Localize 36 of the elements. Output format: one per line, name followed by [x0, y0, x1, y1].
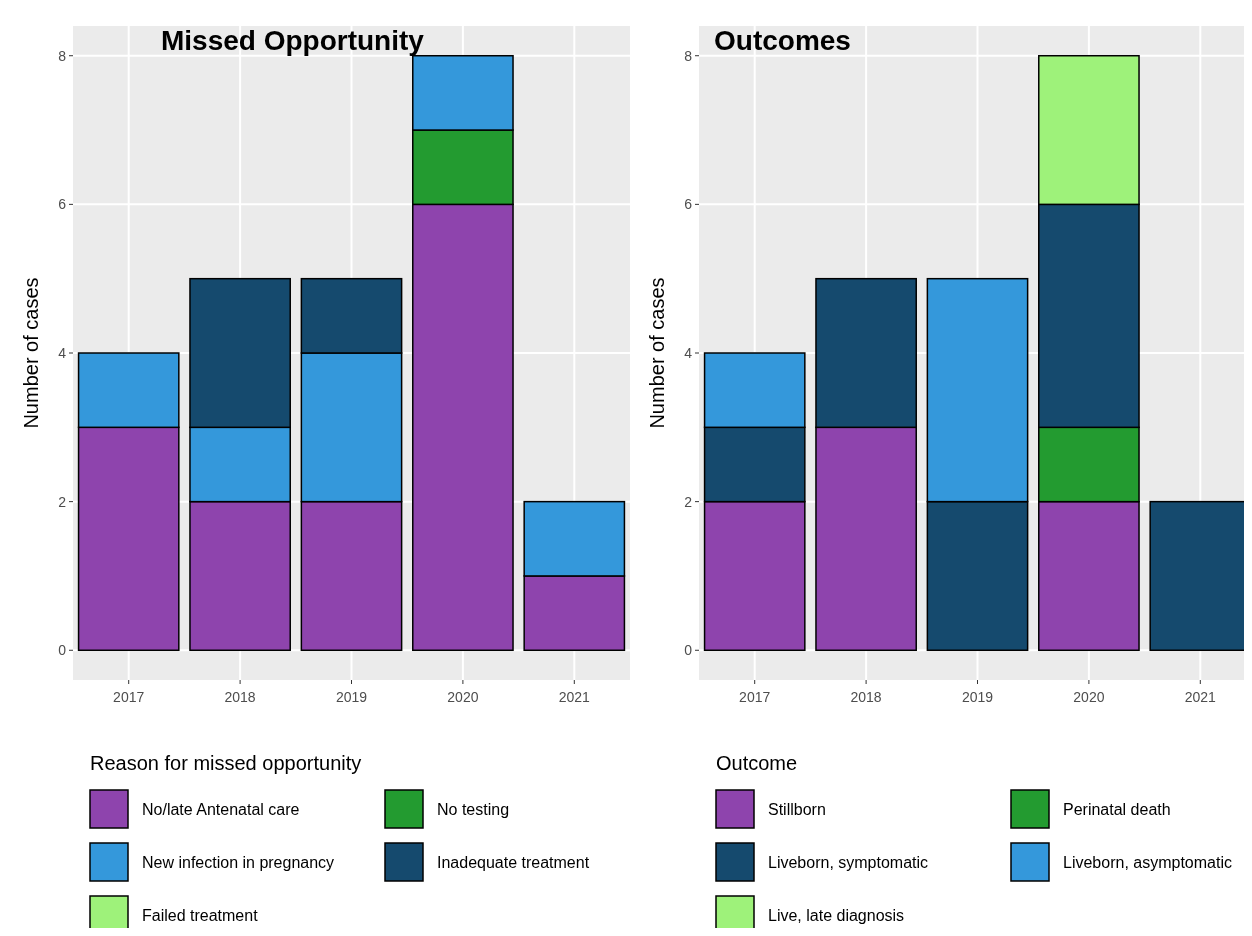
y-axis-title: Number of cases [646, 277, 668, 429]
x-tick-label: 2017 [739, 689, 771, 705]
legend-label: Stillborn [768, 801, 826, 818]
y-tick-label: 0 [684, 642, 693, 659]
legend-label: No/late Antenatal care [142, 801, 300, 818]
x-tick-label: 2018 [224, 689, 256, 705]
y-tick-label: 4 [684, 344, 693, 361]
legend-label: Liveborn, symptomatic [768, 854, 929, 871]
y-tick-label: 8 [58, 47, 67, 64]
y-tick-label: 0 [58, 642, 67, 659]
y-tick-label: 8 [684, 47, 693, 64]
x-tick-label: 2019 [335, 689, 368, 705]
x-tick-label: 2020 [1073, 689, 1105, 705]
legend-title: Reason for missed opportunity [90, 752, 362, 774]
chart-title: Missed Opportunity [161, 25, 425, 56]
chart-title: Outcomes [714, 25, 851, 56]
y-tick-label: 6 [684, 196, 693, 213]
y-tick-label: 4 [58, 344, 67, 361]
legend-label: Perinatal death [1063, 801, 1171, 818]
y-tick-label: 2 [684, 493, 693, 510]
legend-label: Inadequate treatment [437, 854, 590, 871]
legend-label: No testing [437, 801, 510, 818]
legend-label: Liveborn, asymptomatic [1063, 854, 1232, 871]
legend-title: Outcome [716, 752, 798, 774]
legend-label: Failed treatment [142, 907, 259, 924]
x-tick-label: 2017 [113, 689, 145, 705]
x-tick-label: 2018 [850, 689, 882, 705]
y-tick-label: 2 [58, 493, 67, 510]
legend-label: Live, late diagnosis [768, 907, 905, 924]
x-tick-label: 2020 [447, 689, 479, 705]
legend-label: New infection in pregnancy [142, 854, 335, 871]
x-tick-label: 2021 [558, 689, 591, 705]
y-tick-label: 6 [58, 196, 67, 213]
y-axis-title: Number of cases [20, 277, 42, 429]
x-tick-label: 2019 [961, 689, 994, 705]
x-tick-label: 2021 [1184, 689, 1217, 705]
